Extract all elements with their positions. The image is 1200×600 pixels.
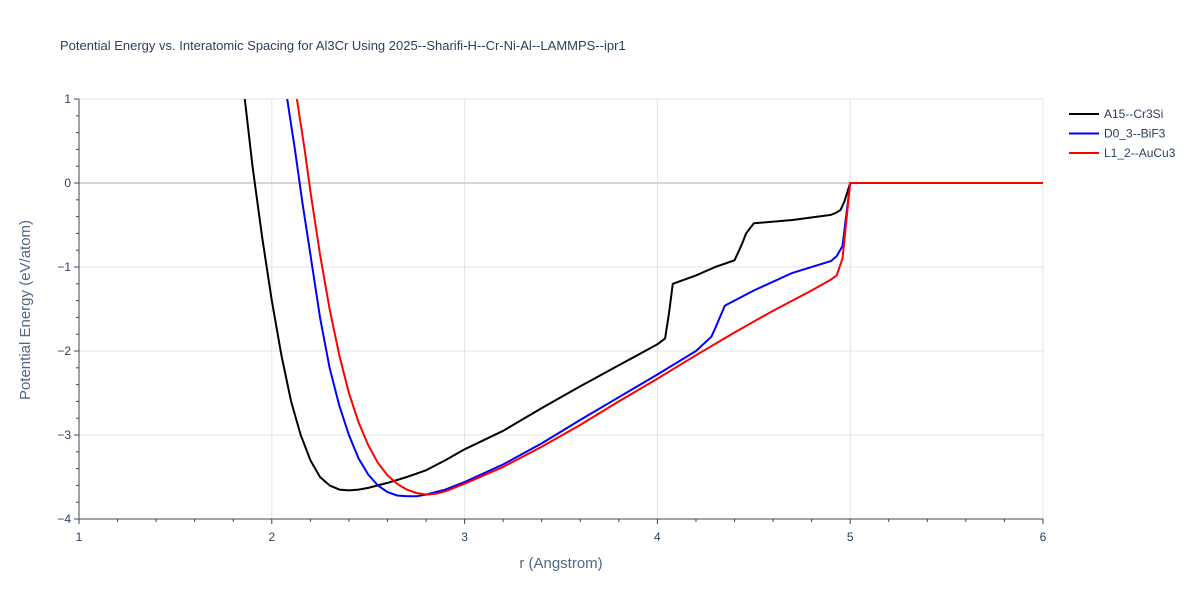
legend-label: D0_3--BiF3	[1104, 127, 1166, 141]
chart-title: Potential Energy vs. Interatomic Spacing…	[60, 38, 626, 53]
series-line	[286, 99, 1043, 498]
series-line	[243, 99, 1043, 492]
x-tick-label: 4	[654, 530, 661, 544]
x-tick-label: 3	[461, 530, 468, 544]
x-tick-label: 6	[1040, 530, 1047, 544]
legend: A15--Cr3Si D0_3--BiF3 L1_2--AuCu3	[1069, 107, 1176, 160]
x-axis-title: r (Angstrom)	[519, 555, 602, 572]
plot-area	[243, 99, 1043, 498]
y-tick-label: −4	[57, 512, 71, 526]
x-tick-label: 1	[76, 530, 83, 544]
y-tick-label: −3	[57, 428, 71, 442]
series-line	[295, 99, 1043, 496]
y-tick-label: 0	[64, 176, 71, 190]
y-tick-label: 1	[64, 92, 71, 106]
legend-label: A15--Cr3Si	[1104, 107, 1163, 121]
y-tick-label: −2	[57, 344, 71, 358]
x-tick-label: 2	[268, 530, 275, 544]
axes: 1 2 3 4 5 6 1 0 −1 −2 −3 −4	[57, 92, 1046, 544]
x-tick-label: 5	[847, 530, 854, 544]
y-tick-label: −1	[57, 260, 71, 274]
y-axis-title: Potential Energy (eV/atom)	[17, 220, 34, 400]
grid	[79, 98, 1044, 520]
legend-label: L1_2--AuCu3	[1104, 146, 1176, 160]
